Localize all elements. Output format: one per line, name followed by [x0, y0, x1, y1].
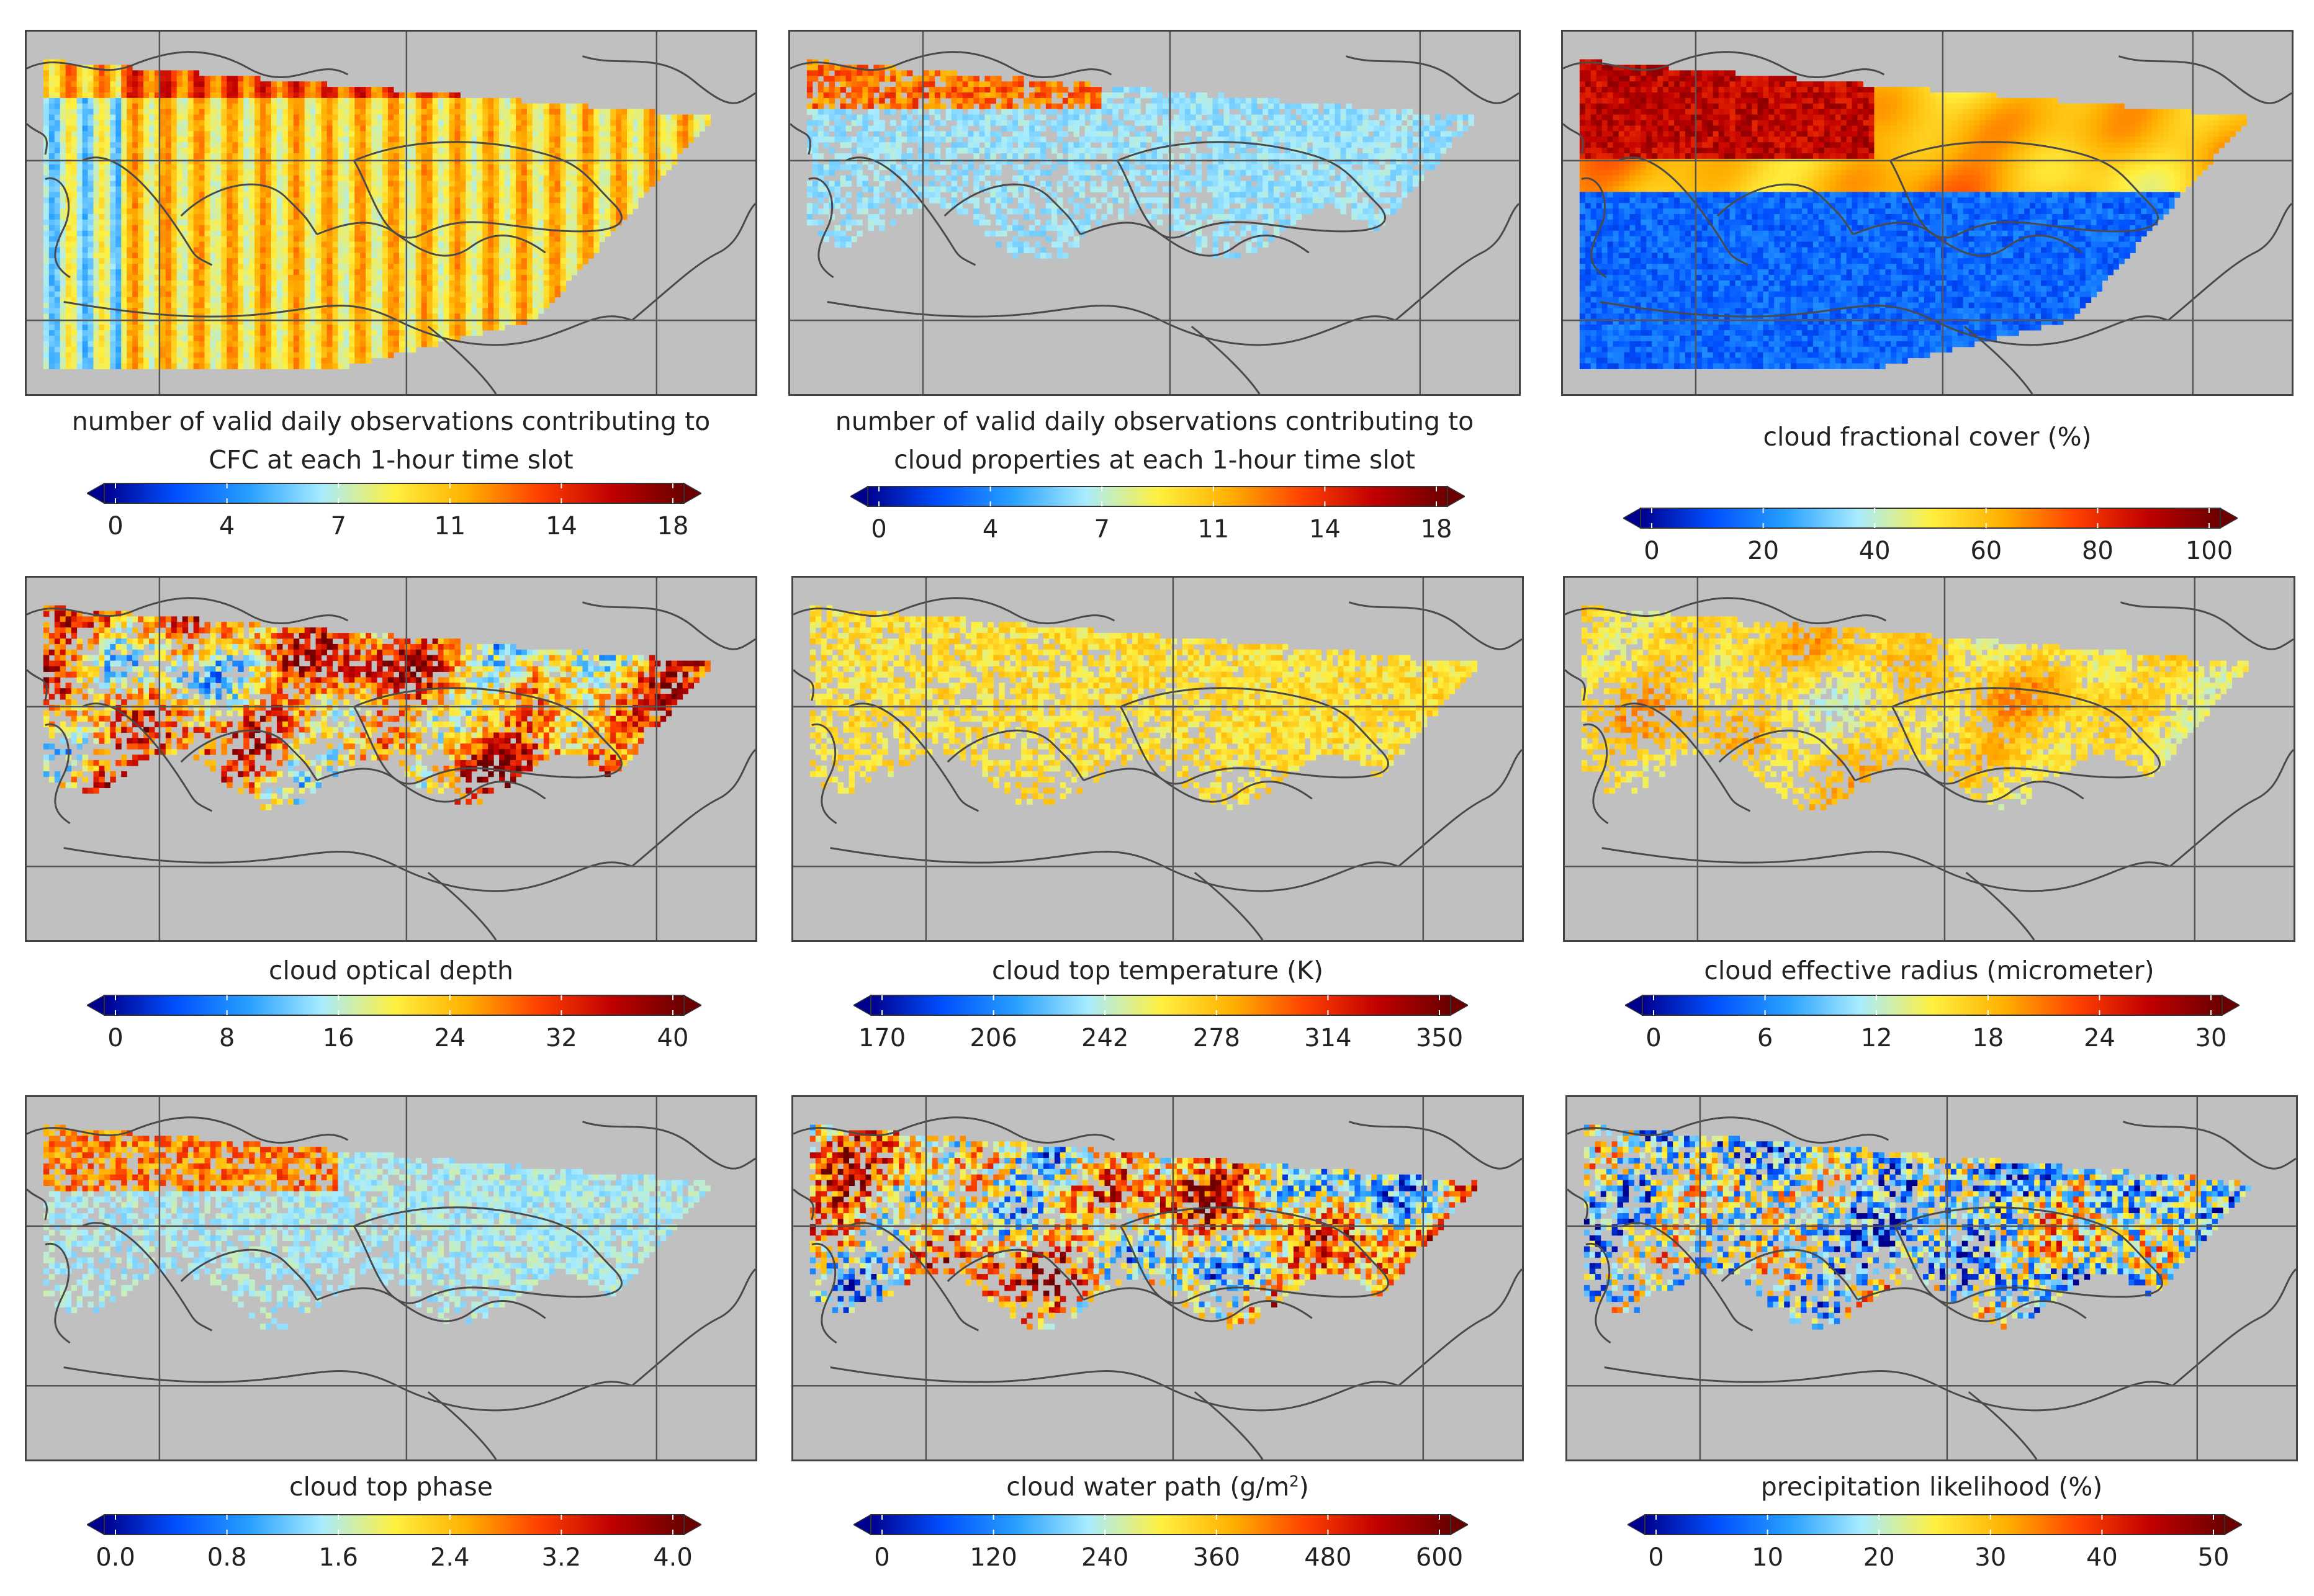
- colorbar-tick-label: 0: [871, 515, 886, 544]
- colorbar: 0 10 20 30 40 50: [1627, 1511, 2242, 1579]
- colorbar-tick-label: 40: [1859, 537, 1891, 565]
- colorbar-tick-label: 10: [1752, 1543, 1783, 1572]
- colorbar-tick-label: 11: [1197, 515, 1229, 544]
- colorbar-tick-label: 1.6: [318, 1543, 358, 1572]
- colorbar-tick-label: 7: [330, 512, 346, 540]
- colorbar-tick-label: 16: [323, 1024, 354, 1052]
- map-svg: [793, 578, 1522, 940]
- colorbar-tick-label: 242: [1081, 1024, 1128, 1052]
- colorbar-tick-label: 0.0: [96, 1543, 135, 1572]
- colorbar-tick-label: 12: [1861, 1024, 1893, 1052]
- colorbar-tick-label: 20: [1747, 537, 1779, 565]
- panel-title-line2: cloud properties at each 1-hour time slo…: [788, 441, 1521, 479]
- map-cfc-obs-count: [25, 30, 757, 396]
- colorbar-tick-label: 4: [219, 512, 235, 540]
- panel-title: cloud effective radius (micrometer): [1563, 951, 2295, 990]
- colorbar-tick-label: 206: [970, 1024, 1017, 1052]
- panel-title: cloud fractional cover (%): [1561, 418, 2294, 456]
- colorbar: 0 4 7 11 14 18: [87, 480, 701, 548]
- colorbar: 0 4 7 11 14 18: [850, 483, 1465, 551]
- colorbar-tick-label: 7: [1094, 515, 1109, 544]
- colorbar: 170 206 242 278 314 350: [853, 992, 1468, 1060]
- colorbar-tick-label: 14: [1309, 515, 1341, 544]
- map-cwp: [791, 1095, 1524, 1461]
- colorbar-tick-label: 3.2: [542, 1543, 582, 1572]
- colorbar-tick-label: 18: [1421, 515, 1452, 544]
- colorbar-tick-label: 4: [983, 515, 998, 544]
- colorbar-tick-label: 100: [2186, 537, 2233, 565]
- colorbar-tick-label: 0: [107, 1024, 123, 1052]
- panel-title: number of valid daily observations contr…: [25, 402, 757, 441]
- map-svg: [27, 578, 755, 940]
- map-svg: [793, 1097, 1522, 1459]
- panel-title: cloud optical depth: [25, 951, 757, 990]
- colorbar-tick-label: 600: [1416, 1543, 1463, 1572]
- panel-title: cloud top temperature (K): [791, 951, 1524, 990]
- colorbar-tick-label: 0: [1645, 1024, 1661, 1052]
- map-cph: [25, 1095, 757, 1461]
- colorbar-tick-label: 80: [2082, 537, 2114, 565]
- colorbar: 0 20 40 60 80 100: [1623, 504, 2238, 573]
- colorbar-tick-label: 11: [434, 512, 466, 540]
- colorbar-tick-label: 0: [1644, 537, 1659, 565]
- colorbar-tick-label: 24: [2084, 1024, 2115, 1052]
- colorbar-tick-label: 30: [1974, 1543, 2006, 1572]
- colorbar-tick-label: 6: [1757, 1024, 1773, 1052]
- colorbar-tick-label: 18: [657, 512, 689, 540]
- colorbar-tick-label: 314: [1304, 1024, 1351, 1052]
- colorbar-tick-label: 0.8: [207, 1543, 247, 1572]
- panel-title-superscript: 2: [1289, 1472, 1299, 1490]
- colorbar-tick-label: 278: [1193, 1024, 1240, 1052]
- colorbar-tick-label: 4.0: [653, 1543, 693, 1572]
- colorbar-tick-label: 40: [657, 1024, 689, 1052]
- panel-title-line2: CFC at each 1-hour time slot: [25, 441, 757, 479]
- colorbar-tick-label: 18: [1972, 1024, 2004, 1052]
- colorbar: 0.0 0.8 1.6 2.4 3.2 4.0: [87, 1511, 701, 1579]
- panel-title-end: ): [1299, 1472, 1309, 1502]
- map-cot: [25, 576, 757, 942]
- colorbar: 0 6 12 18 24 30: [1625, 992, 2240, 1060]
- map-svg: [27, 1097, 755, 1459]
- colorbar-tick-label: 14: [546, 512, 577, 540]
- colorbar-tick-label: 350: [1416, 1024, 1463, 1052]
- colorbar: 0 120 240 360 480 600: [853, 1511, 1468, 1579]
- map-prop-obs-count: [788, 30, 1521, 396]
- colorbar-tick-label: 240: [1081, 1543, 1128, 1572]
- colorbar-tick-label: 2.4: [430, 1543, 470, 1572]
- map-svg: [1565, 578, 2294, 940]
- panel-title: cloud water path (g/m2): [791, 1468, 1524, 1506]
- colorbar-tick-label: 60: [1970, 537, 2002, 565]
- colorbar-tick-label: 32: [546, 1024, 577, 1052]
- colorbar-tick-label: 20: [1863, 1543, 1895, 1572]
- colorbar-tick-label: 170: [858, 1024, 906, 1052]
- colorbar-tick-label: 0: [1648, 1543, 1663, 1572]
- colorbar-tick-label: 8: [219, 1024, 235, 1052]
- colorbar-tick-label: 50: [2198, 1543, 2230, 1572]
- colorbar-tick-label: 30: [2195, 1024, 2227, 1052]
- colorbar: 0 8 16 24 32 40: [87, 992, 701, 1060]
- map-svg: [1567, 1097, 2296, 1459]
- colorbar-tick-label: 24: [434, 1024, 466, 1052]
- panel-title: precipitation likelihood (%): [1565, 1468, 2298, 1506]
- map-ctt: [791, 576, 1524, 942]
- colorbar-tick-label: 0: [874, 1543, 889, 1572]
- panel-title: cloud top phase: [25, 1468, 757, 1506]
- colorbar-tick-label: 40: [2086, 1543, 2118, 1572]
- map-prlike: [1565, 1095, 2298, 1461]
- map-cer: [1563, 576, 2295, 942]
- colorbar-tick-label: 120: [970, 1543, 1017, 1572]
- panel-title-text: cloud water path (g/m: [1006, 1472, 1289, 1502]
- panel-title: number of valid daily observations contr…: [788, 402, 1521, 441]
- map-svg: [1563, 32, 2292, 394]
- colorbar-tick-label: 0: [107, 512, 123, 540]
- map-svg: [27, 32, 755, 394]
- colorbar-tick-label: 480: [1304, 1543, 1351, 1572]
- map-svg: [790, 32, 1519, 394]
- colorbar-tick-label: 360: [1193, 1543, 1240, 1572]
- map-cfc: [1561, 30, 2294, 396]
